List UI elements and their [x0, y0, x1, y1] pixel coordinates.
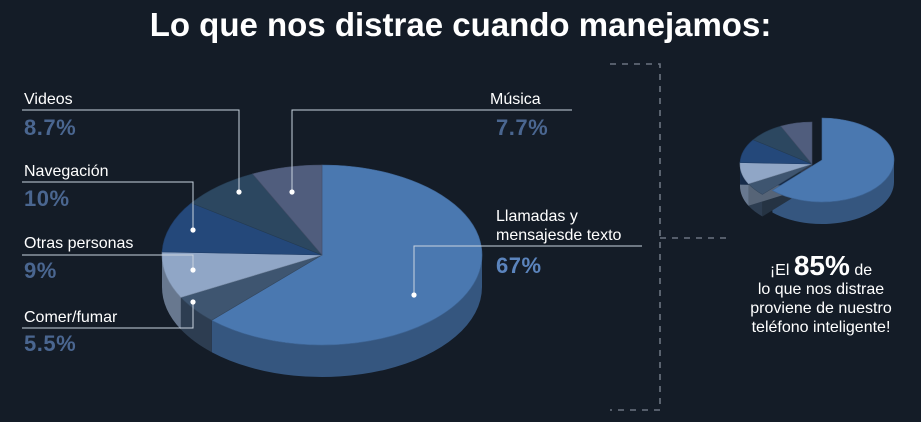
value-musica: 7.7% [496, 115, 549, 140]
label-navegacion: Navegación [24, 163, 109, 180]
value-navegacion: 10% [24, 186, 70, 211]
main-slice-0 [211, 164, 483, 346]
bracket [610, 63, 661, 411]
leader-dot-otras-personas [190, 267, 196, 273]
value-llamadas: 67% [496, 253, 542, 278]
small-slice-5 [780, 121, 813, 165]
label-musica: Música [490, 91, 541, 108]
phone-note: ¡El 85% de lo que nos distrae proviene d… [728, 252, 914, 337]
label-llamadas-line2: mensajesde texto [496, 227, 622, 244]
label-comer-fumar: Comer/fumar [24, 309, 118, 326]
note-line2: lo que nos distrae [757, 281, 885, 298]
note-prefix: ¡El [769, 262, 794, 279]
leader-line-comer-fumar [22, 302, 194, 329]
label-videos: Videos [24, 91, 73, 108]
leader-dot-musica [289, 189, 295, 195]
note-line3: proviene de nuestro [750, 300, 892, 317]
small-side-0 [772, 160, 894, 224]
label-otras-personas: Otras personas [24, 235, 134, 252]
note-suffix: de [849, 262, 873, 279]
main-side-0 [211, 255, 483, 377]
main-slice-3 [161, 202, 323, 256]
chart-title: Lo que nos distrae cuando manejamos: [149, 6, 772, 43]
main-slice-5 [252, 164, 323, 256]
main-side-1 [180, 297, 212, 353]
leader-line-navegacion [22, 181, 194, 230]
value-videos: 8.7% [24, 115, 77, 140]
leader-line-otras-personas [22, 254, 194, 270]
note-big-percent: 85% [793, 250, 850, 281]
small-slice-0 [771, 117, 895, 203]
leader-dot-videos [236, 189, 242, 195]
leader-dot-navegacion [190, 227, 196, 233]
note-line1: ¡El 85% de [728, 252, 914, 280]
value-otras-personas: 9% [24, 258, 57, 283]
leader-line-llamadas [413, 245, 642, 295]
leader-dot-comer-fumar [190, 299, 196, 305]
value-comer-fumar: 5.5% [24, 331, 77, 356]
label-llamadas-line1: Llamadas y [496, 208, 578, 225]
leader-line-videos [22, 109, 240, 192]
leader-line-musica [291, 109, 572, 192]
leader-dot-llamadas [411, 292, 417, 298]
note-line4: teléfono inteligente! [751, 319, 891, 336]
main-side-2 [162, 255, 181, 330]
